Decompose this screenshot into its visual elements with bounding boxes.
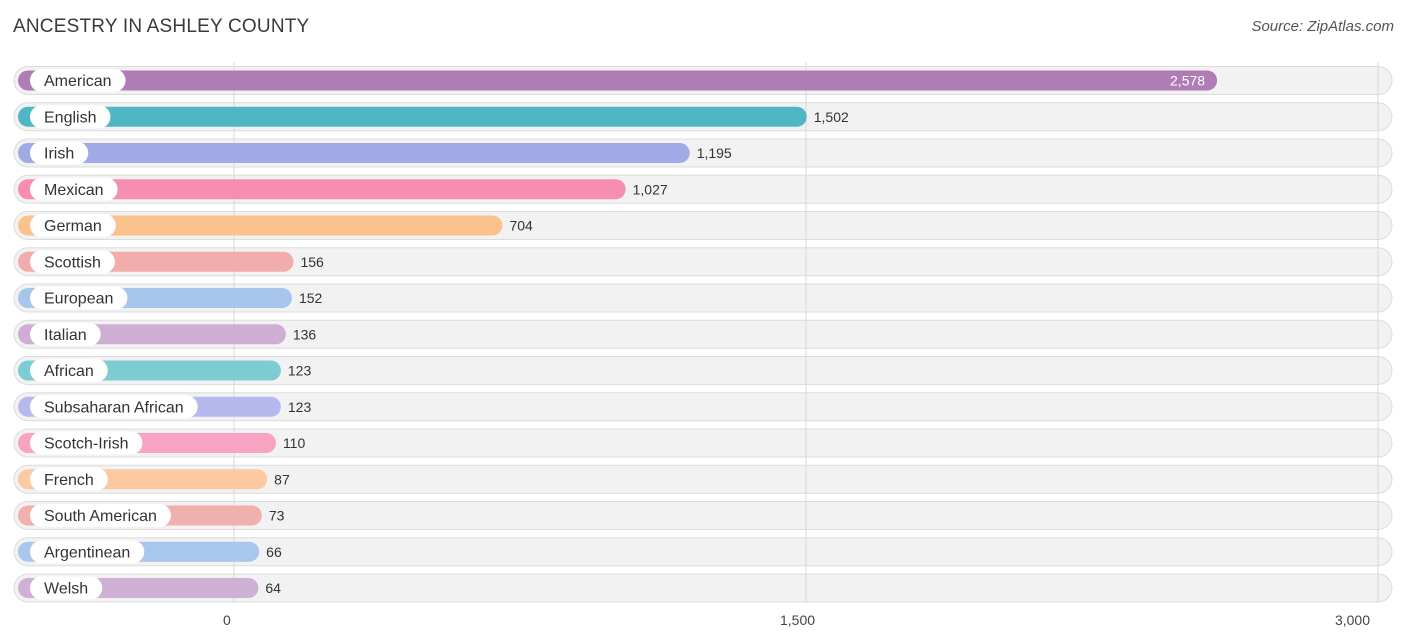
row-background [13,501,1393,530]
category-label-pill [30,177,118,201]
x-tick-label: 0 [223,612,231,628]
source-label: Source: ZipAtlas.com [1251,18,1394,35]
value-label: 704 [509,218,533,234]
category-label: Mexican [44,182,104,199]
value-label: 152 [299,290,323,306]
category-label: Welsh [44,581,88,598]
category-label: European [44,291,113,308]
category-label-pill [30,576,103,600]
row-background [13,247,1393,277]
category-label-pill [30,395,198,419]
value-label: 1,502 [814,109,849,125]
category-label-pill [30,250,115,274]
category-label: English [44,109,96,126]
value-label: 66 [266,544,282,560]
category-label: Subsaharan African [44,399,184,416]
x-tick-label: 1,500 [780,612,815,628]
category-label-pill [30,69,126,92]
category-label: Argentinean [44,544,130,561]
row-background [13,319,1393,349]
row-background [13,428,1393,458]
category-label-pill [30,322,101,346]
row-background [13,573,1393,603]
bar [18,179,626,200]
category-label: Italian [44,327,87,344]
category-label: Irish [44,146,74,163]
category-label-pill [30,467,108,491]
row-background [13,464,1393,494]
row-background [13,283,1393,313]
value-label: 1,027 [633,181,668,197]
value-label: 64 [265,580,281,596]
value-label: 87 [274,471,290,487]
chart-title: ANCESTRY IN ASHLEY COUNTY [13,16,310,37]
bar [18,215,503,236]
category-label-pill [30,141,89,165]
category-label: Scotch-Irish [44,436,128,453]
value-label: 156 [300,254,324,270]
row-background [13,392,1393,422]
bar [18,106,807,127]
value-label: 123 [288,363,312,379]
value-label: 136 [293,326,317,342]
value-label: 1,195 [697,145,732,161]
value-label: 2,578 [1170,73,1205,89]
category-label-pill [30,214,116,237]
category-label-pill [30,431,143,455]
category-label: African [44,363,94,380]
bars: American 2,578 English 1,502 Irish 1,195 Mexic… [18,69,1218,600]
category-label: French [44,472,94,489]
x-axis-ticks: 0 1,500 3,000 [223,612,1370,628]
category-label-pill [30,105,111,129]
value-label: 110 [283,435,306,451]
category-label-pill [30,540,145,564]
row-background [13,356,1393,385]
category-label-pill [30,504,171,527]
bar [18,70,1218,91]
category-label: American [44,73,112,90]
category-label-pill [30,359,108,382]
category-label: Scottish [44,254,101,271]
x-tick-label: 3,000 [1335,612,1370,628]
category-label-pill [30,286,128,310]
bar [18,143,690,163]
value-label: 123 [288,399,312,415]
value-label: 73 [269,508,285,524]
category-label: South American [44,508,157,525]
row-background [13,537,1393,567]
category-label: German [44,218,102,235]
